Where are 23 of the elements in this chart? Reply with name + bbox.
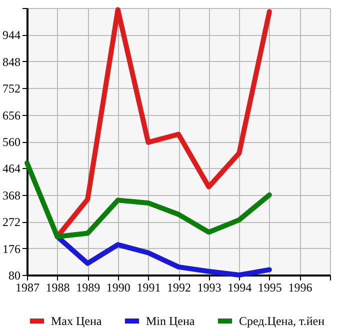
x-tick-label: 1993: [197, 280, 222, 294]
x-tick-label: 1988: [46, 280, 70, 294]
y-tick-label: 560: [2, 135, 20, 149]
y-tick-label: 272: [2, 215, 20, 230]
x-tick-label: 1989: [76, 280, 100, 294]
y-tick-label: 848: [2, 54, 20, 69]
x-tick-label: 1990: [106, 280, 130, 294]
y-tick-label: 944: [2, 28, 20, 42]
x-tick-label: 1987: [16, 280, 40, 294]
x-tick-label: 1996: [288, 280, 312, 294]
y-tick-label: 176: [2, 242, 20, 256]
x-tick-label: 1992: [167, 280, 191, 294]
y-tick-label: 752: [2, 82, 20, 96]
x-tick-label: 1994: [228, 280, 252, 294]
x-tick-label: 1991: [136, 280, 161, 294]
y-tick-label: 656: [2, 108, 20, 122]
legend-label: Сред.Цена, т.йен: [239, 314, 326, 328]
legend-label: Min Цена: [146, 314, 196, 328]
y-tick-label: 368: [2, 188, 20, 202]
legend-label: Max Цена: [51, 314, 102, 328]
y-tick-label: 80: [8, 268, 20, 282]
x-tick-label: 1995: [258, 280, 282, 294]
y-tick-label: 464: [2, 162, 20, 176]
